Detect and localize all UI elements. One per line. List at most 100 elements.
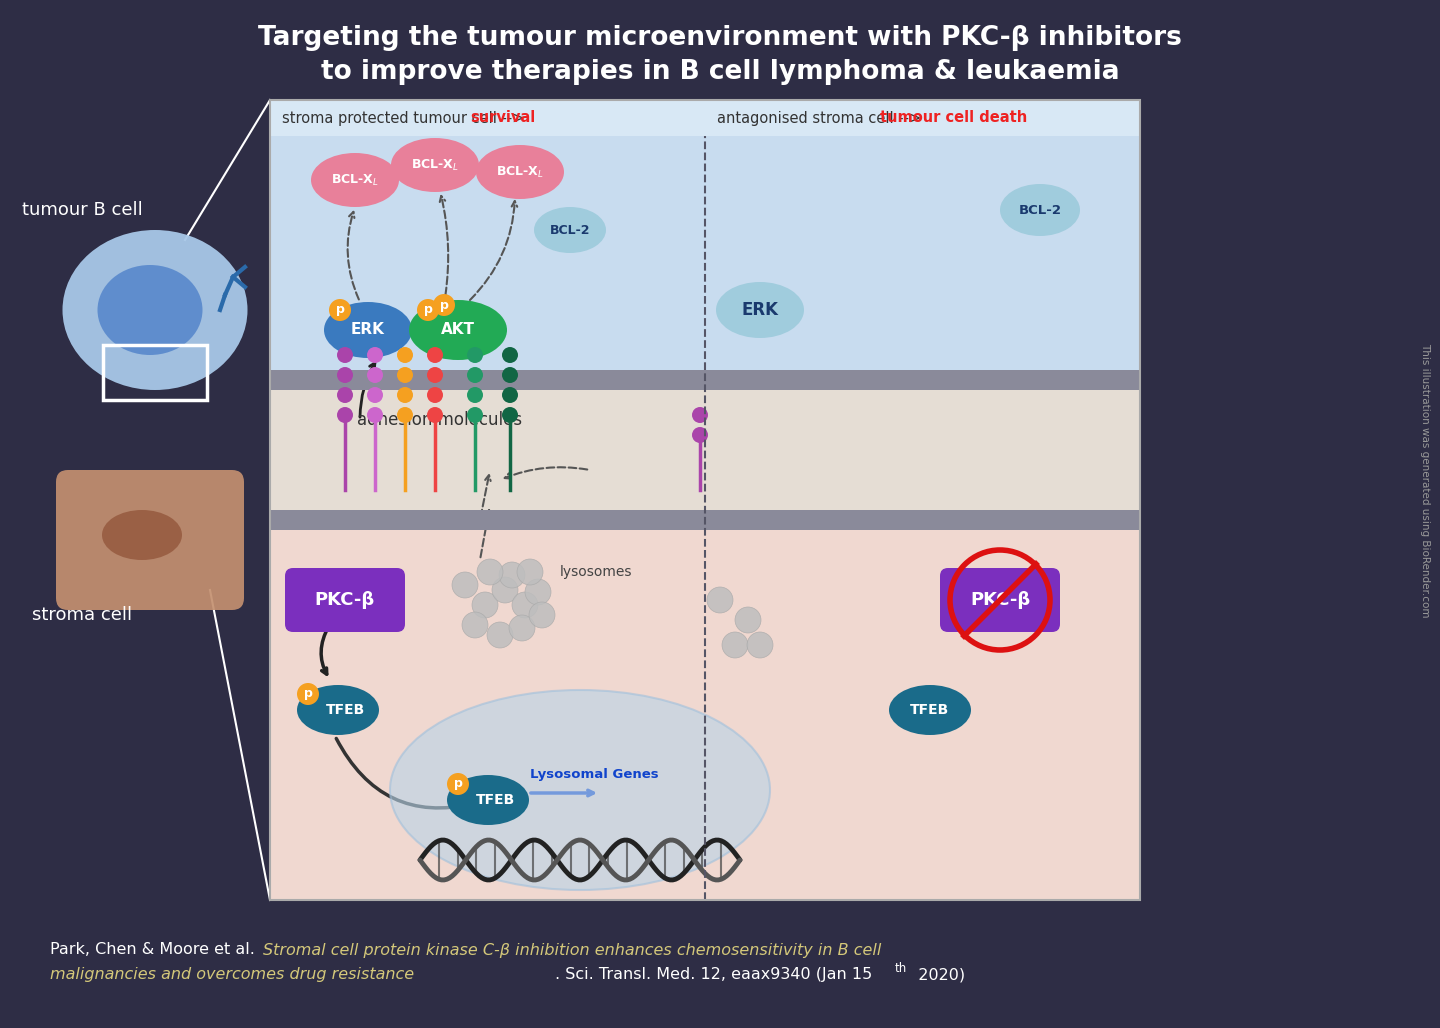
Circle shape: [503, 367, 518, 383]
Circle shape: [693, 427, 708, 443]
Circle shape: [297, 683, 320, 705]
Ellipse shape: [324, 302, 412, 358]
Circle shape: [526, 579, 552, 605]
FancyBboxPatch shape: [285, 568, 405, 632]
Ellipse shape: [999, 184, 1080, 236]
Text: stroma protected tumour cell -->: stroma protected tumour cell -->: [282, 110, 528, 125]
Ellipse shape: [102, 510, 181, 560]
Circle shape: [428, 407, 444, 423]
Circle shape: [397, 387, 413, 403]
Circle shape: [337, 347, 353, 363]
Ellipse shape: [534, 207, 606, 253]
Circle shape: [433, 294, 455, 316]
Ellipse shape: [409, 300, 507, 360]
Text: 2020): 2020): [910, 967, 965, 983]
Circle shape: [500, 562, 526, 588]
Ellipse shape: [392, 138, 480, 192]
Circle shape: [337, 387, 353, 403]
Ellipse shape: [888, 685, 971, 735]
Text: BCL-2: BCL-2: [550, 223, 590, 236]
FancyBboxPatch shape: [271, 370, 1140, 390]
Circle shape: [337, 367, 353, 383]
Text: p: p: [454, 777, 462, 791]
Ellipse shape: [98, 265, 203, 355]
Ellipse shape: [390, 690, 770, 890]
Circle shape: [734, 607, 760, 633]
Ellipse shape: [477, 145, 564, 199]
Text: p: p: [439, 298, 448, 311]
Text: Targeting the tumour microenvironment with PKC-β inhibitors: Targeting the tumour microenvironment wi…: [258, 25, 1182, 51]
Text: tumour B cell: tumour B cell: [22, 201, 143, 219]
Circle shape: [367, 407, 383, 423]
Circle shape: [367, 367, 383, 383]
Text: stroma cell: stroma cell: [32, 605, 132, 624]
Circle shape: [397, 407, 413, 423]
Ellipse shape: [446, 775, 528, 825]
Text: p: p: [336, 303, 344, 317]
Circle shape: [707, 587, 733, 613]
Circle shape: [467, 387, 482, 403]
Circle shape: [487, 622, 513, 648]
FancyBboxPatch shape: [271, 100, 1140, 136]
Circle shape: [492, 577, 518, 603]
FancyBboxPatch shape: [271, 136, 1140, 370]
FancyBboxPatch shape: [271, 390, 1140, 510]
Circle shape: [367, 387, 383, 403]
Text: tumour cell death: tumour cell death: [880, 110, 1027, 125]
Circle shape: [503, 407, 518, 423]
FancyBboxPatch shape: [271, 510, 1140, 530]
Text: ERK: ERK: [742, 301, 779, 319]
Text: Park, Chen & Moore et al.: Park, Chen & Moore et al.: [50, 943, 258, 957]
Circle shape: [462, 612, 488, 638]
Circle shape: [517, 559, 543, 585]
Text: AKT: AKT: [441, 323, 475, 337]
Circle shape: [721, 632, 747, 658]
Text: This illustration was generated using BioRender.com: This illustration was generated using Bi…: [1420, 342, 1430, 617]
Circle shape: [446, 773, 469, 795]
Circle shape: [337, 407, 353, 423]
Text: antagonised stroma cell -->: antagonised stroma cell -->: [717, 110, 926, 125]
Text: PKC-β: PKC-β: [971, 591, 1030, 609]
Circle shape: [367, 347, 383, 363]
Text: TFEB: TFEB: [325, 703, 364, 717]
Text: . Sci. Transl. Med. 12, eaax9340 (Jan 15: . Sci. Transl. Med. 12, eaax9340 (Jan 15: [554, 967, 873, 983]
Text: p: p: [423, 303, 432, 317]
Circle shape: [452, 572, 478, 598]
FancyBboxPatch shape: [56, 470, 243, 610]
FancyBboxPatch shape: [271, 530, 1140, 900]
Text: BCL-X$_L$: BCL-X$_L$: [331, 173, 379, 187]
Circle shape: [467, 347, 482, 363]
Text: BCL-2: BCL-2: [1018, 204, 1061, 217]
Circle shape: [328, 299, 351, 321]
Circle shape: [428, 387, 444, 403]
Text: Lysosomal Genes: Lysosomal Genes: [530, 768, 658, 781]
Text: to improve therapies in B cell lymphoma & leukaemia: to improve therapies in B cell lymphoma …: [321, 59, 1119, 85]
Circle shape: [428, 347, 444, 363]
Text: TFEB: TFEB: [475, 793, 514, 807]
Circle shape: [693, 407, 708, 423]
Circle shape: [397, 367, 413, 383]
Text: BCL-X$_L$: BCL-X$_L$: [495, 164, 544, 180]
Circle shape: [477, 559, 503, 585]
Text: survival: survival: [469, 110, 536, 125]
Circle shape: [418, 299, 439, 321]
Circle shape: [508, 615, 536, 641]
Circle shape: [428, 367, 444, 383]
FancyBboxPatch shape: [940, 568, 1060, 632]
Circle shape: [467, 407, 482, 423]
Text: malignancies and overcomes drug resistance: malignancies and overcomes drug resistan…: [50, 967, 415, 983]
Text: lysosomes: lysosomes: [560, 565, 632, 579]
Ellipse shape: [62, 230, 248, 390]
Circle shape: [467, 367, 482, 383]
Circle shape: [397, 347, 413, 363]
Ellipse shape: [716, 282, 804, 338]
Circle shape: [503, 347, 518, 363]
Text: adhesion molecules: adhesion molecules: [357, 411, 523, 429]
Text: Stromal cell protein kinase C-β inhibition enhances chemosensitivity in B cell: Stromal cell protein kinase C-β inhibiti…: [264, 943, 881, 957]
Text: th: th: [896, 961, 907, 975]
Circle shape: [472, 592, 498, 618]
Text: TFEB: TFEB: [910, 703, 949, 717]
Ellipse shape: [297, 685, 379, 735]
Circle shape: [503, 387, 518, 403]
Text: ERK: ERK: [351, 323, 384, 337]
